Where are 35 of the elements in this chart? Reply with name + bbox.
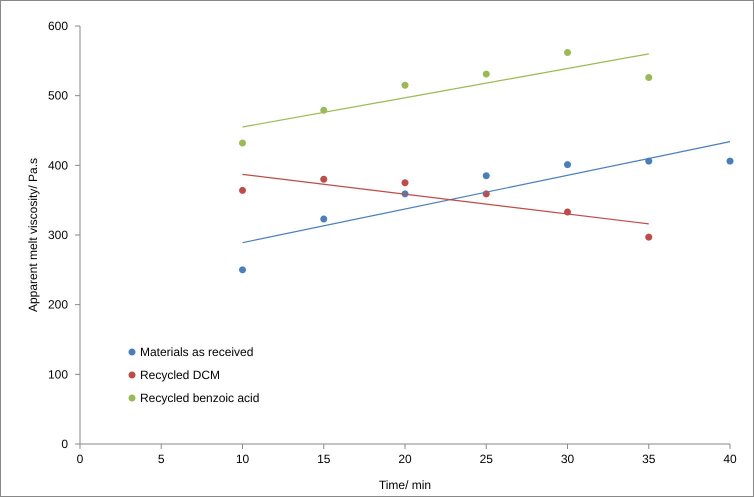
y-tick-label: 300 (48, 228, 68, 242)
y-tick-label: 600 (48, 19, 68, 33)
legend-label: Materials as received (140, 345, 254, 359)
x-axis-title: Time/ min (378, 478, 432, 492)
x-tick-label: 5 (158, 452, 165, 466)
point (320, 215, 328, 222)
y-tick-label: 500 (48, 88, 68, 103)
point (239, 266, 246, 274)
point (564, 161, 571, 168)
point (402, 179, 408, 186)
y-tick-label: 0 (61, 437, 68, 451)
point (645, 234, 652, 241)
point (239, 140, 246, 147)
x-tick-label: 40 (723, 452, 737, 466)
point (320, 176, 328, 183)
point (239, 186, 246, 194)
legend-label: Recycled benzoic acid (140, 391, 260, 405)
point (482, 70, 490, 78)
y-axis-title: Apparent melt viscosity/ Pa.s (26, 158, 40, 312)
point (726, 158, 734, 165)
x-tick-label: 20 (398, 452, 412, 466)
x-tick-label: 25 (480, 452, 494, 466)
x-tick-label: 0 (76, 452, 84, 466)
y-tick-label: 400 (48, 158, 68, 172)
point (482, 172, 490, 180)
legend-label: Recycled DCM (140, 368, 220, 382)
y-tick-label: 100 (48, 367, 68, 382)
x-tick-label: 10 (236, 452, 250, 466)
x-tick-label: 35 (642, 452, 656, 466)
x-tick-label: 30 (560, 452, 574, 466)
point (402, 82, 408, 89)
y-tick-label: 200 (48, 298, 68, 312)
point (645, 74, 652, 82)
point (564, 48, 571, 56)
x-tick-label: 15 (317, 452, 331, 466)
